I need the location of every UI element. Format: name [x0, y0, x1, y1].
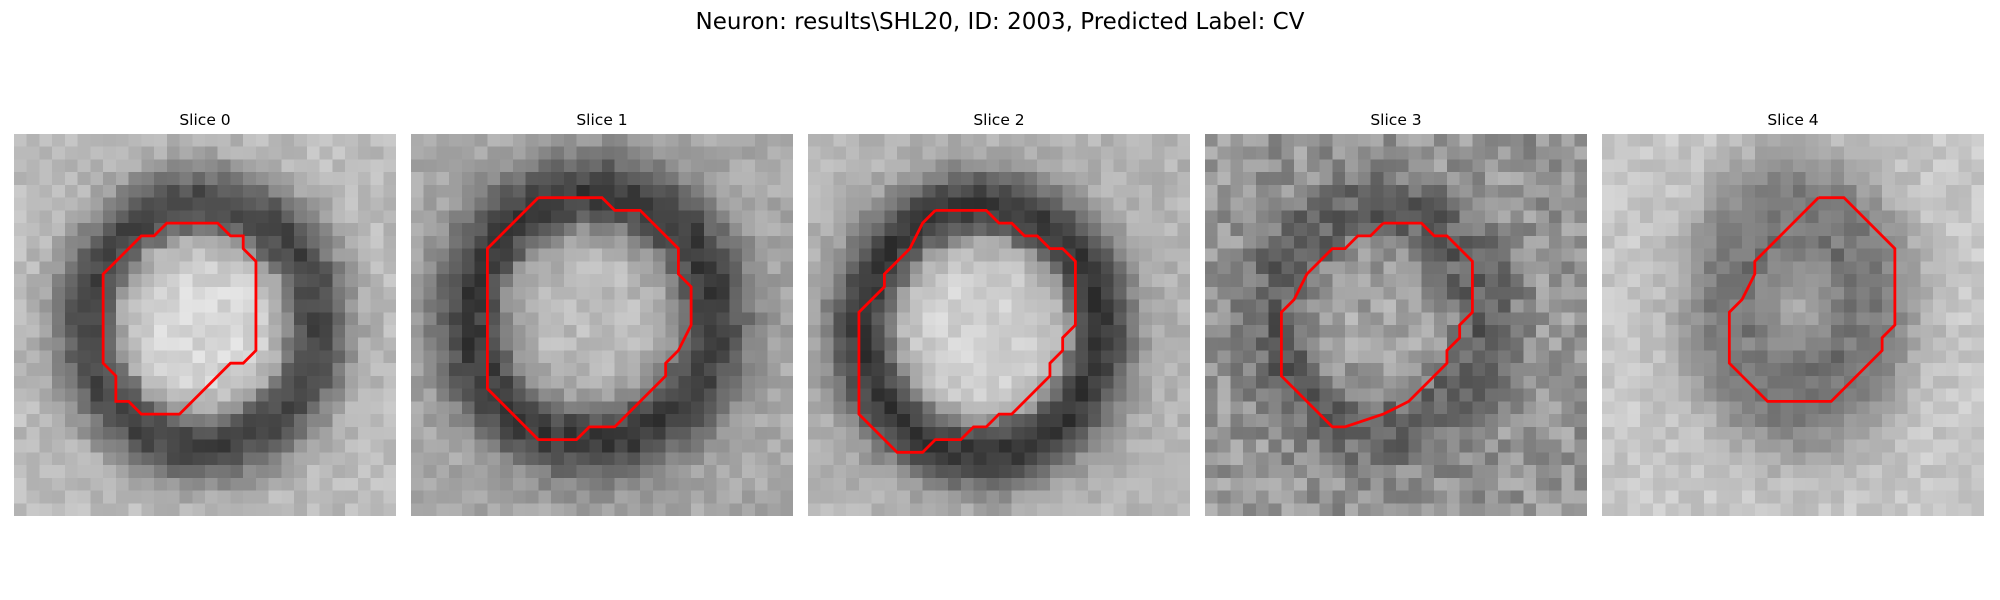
- figure-title: Neuron: results\SHL20, ID: 2003, Predict…: [695, 9, 1305, 35]
- slice-0-contour: [101, 221, 258, 416]
- slice-4-title: Slice 4: [1767, 111, 1819, 129]
- slice-3-image: [1205, 134, 1587, 516]
- slice-3-contour: [1279, 221, 1474, 429]
- slice-2-image: [808, 134, 1190, 516]
- slice-1-contour: [485, 196, 693, 442]
- slice-4-image: [1602, 134, 1984, 516]
- slice-1-title: Slice 1: [576, 111, 628, 129]
- slice-1-image: [411, 134, 793, 516]
- slice-2-title: Slice 2: [973, 111, 1025, 129]
- slice-2-contour: [857, 208, 1077, 454]
- slice-3-title: Slice 3: [1370, 111, 1422, 129]
- slice-0-image: [14, 134, 396, 516]
- slice-4-contour: [1727, 196, 1897, 403]
- slice-0-title: Slice 0: [179, 111, 231, 129]
